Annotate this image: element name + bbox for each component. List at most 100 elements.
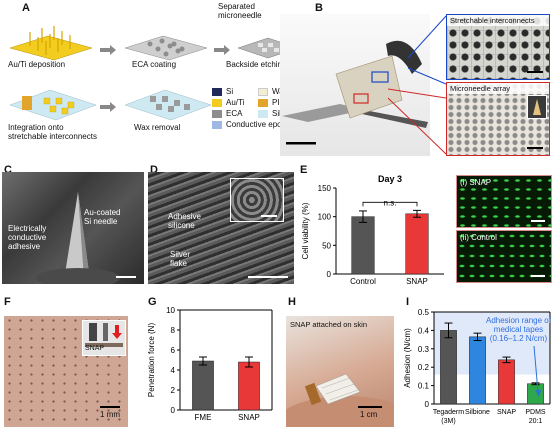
inset-label-snap: SNAP	[85, 345, 105, 352]
fluorescence-snap: (i) SNAP	[456, 175, 552, 228]
fabrication-schematic	[9, 26, 299, 121]
legend-swatch-pi	[258, 99, 268, 107]
label-adhesive-silicone: Adhesive silicone	[168, 212, 201, 230]
caption-skin-attachment: SNAP attached on skin	[290, 320, 367, 329]
legend-label-si: Si	[226, 87, 234, 96]
y-axis-label: Penetration force (N)	[147, 323, 156, 398]
y-tick-label: 0.3	[418, 345, 430, 354]
legend-swatch-silicone	[258, 110, 268, 118]
scale-bar-micro-snap	[531, 220, 545, 222]
y-tick-label: 0.2	[418, 363, 430, 372]
chart-penetration-force: 0 2 4 6 8 10 Penetration force (N) FME SNAP	[147, 306, 273, 422]
step-label-2: ECA coating	[132, 60, 177, 69]
skin-penetration-photo: SNAP 1 mm	[4, 316, 128, 427]
x-tick-label: SNAP	[238, 413, 260, 422]
inset-title-interconnects: Stretchable interconnects	[447, 15, 549, 26]
chart-title: Day 3	[378, 174, 402, 184]
bar-control	[351, 216, 375, 275]
x-tick-label: FME	[195, 413, 212, 422]
y-tick-label: 0.1	[418, 382, 430, 391]
scale-label-skin: 1 mm	[100, 410, 120, 419]
annotation-arrowhead	[535, 390, 541, 397]
x-tick-label: Silbione	[465, 409, 490, 416]
y-tick-label: 50	[322, 241, 331, 250]
penetration-inset: SNAP	[82, 320, 126, 356]
y-tick-label: 0.5	[418, 308, 430, 317]
y-tick-label: 100	[318, 213, 332, 222]
bar-snap	[238, 361, 260, 411]
panel-label-h: H	[288, 296, 296, 308]
scale-bar-sem-adhesive	[248, 276, 288, 278]
panel-label-c: C	[4, 164, 12, 176]
scale-bar-microneedle	[527, 147, 543, 149]
chart-adhesion: 0 0.1 0.2 0.3 0.4 0.5 Adhesion (N/cm) Tegaderm (…	[403, 308, 551, 425]
label-micro-control: (ii) Control	[460, 233, 497, 242]
label-au-coated-needle: Au-coated Si needle	[84, 208, 121, 226]
stretchable-interconnects-inset: Stretchable interconnects	[446, 14, 550, 80]
label-micro-snap: (i) SNAP	[460, 178, 492, 187]
scale-bar-inset-d	[261, 215, 277, 217]
sem-needle-image: Au-coated Si needle Electrically conduct…	[2, 172, 144, 284]
bar-fme	[192, 360, 214, 411]
bar-snap	[405, 213, 429, 275]
x-tick-label: Tegaderm	[433, 409, 464, 416]
scale-bar-skin	[100, 406, 120, 408]
legend-swatch-si	[212, 88, 222, 96]
y-tick-label: 6	[171, 346, 176, 355]
label-silver-flake: Silver flake	[170, 250, 191, 268]
callout-separated-microneedle: Separated microneedle	[218, 2, 262, 20]
annotation-tape-range: Adhesion range of medical tapes (0.16–1.…	[486, 316, 551, 343]
x-tick-label: 20:1	[529, 418, 543, 425]
scale-label-attachment: 1 cm	[360, 410, 378, 419]
microneedle-tip-inset	[527, 95, 547, 119]
panel-label-d: D	[150, 164, 158, 176]
legend-swatch-wax	[258, 88, 268, 96]
y-tick-label: 0.4	[418, 326, 430, 335]
panel-label-i: I	[406, 296, 410, 308]
legend-label-pi: PI	[272, 98, 280, 107]
x-tick-label: (3M)	[441, 418, 455, 425]
scale-bar-interconnects	[527, 71, 543, 73]
step-label-1: Au/Ti deposition	[8, 60, 66, 69]
fluorescence-control: (ii) Control	[456, 230, 552, 283]
label-conductive-adhesive: Electrically conductive adhesive	[8, 224, 47, 251]
scale-bar-attachment	[358, 406, 382, 408]
scale-bar-micro-control	[531, 275, 545, 277]
y-tick-label: 10	[166, 306, 175, 315]
zoom-lines	[388, 15, 447, 155]
panel-label-b: B	[315, 2, 323, 14]
x-tick-label: SNAP	[406, 277, 428, 286]
skin-attachment-photo: SNAP attached on skin 1 cm	[286, 316, 394, 427]
y-tick-label: 150	[318, 184, 332, 193]
step-label-4: Integration onto stretchable interconnec…	[8, 123, 97, 141]
microneedle-array-inset: Microneedle array	[446, 82, 550, 156]
legend-label-wax: Wax	[272, 87, 288, 96]
x-tick-label: PDMS	[525, 409, 546, 416]
y-tick-label: 0	[171, 406, 176, 415]
chart-cell-viability: 0 50 100 150 Cell viability (%) Day 3 Control S…	[301, 174, 444, 286]
legend-label-au: Au/Ti	[226, 98, 245, 107]
x-tick-label: Control	[350, 277, 376, 286]
significance-label: n.s.	[384, 198, 397, 207]
y-axis-label: Cell viability (%)	[301, 202, 310, 259]
y-tick-label: 8	[171, 326, 176, 335]
y-tick-label: 2	[171, 386, 176, 395]
scale-bar-sem-needle	[116, 276, 136, 278]
annotation-arrow	[533, 345, 539, 393]
panel-label-a: A	[22, 2, 30, 14]
inset-title-microneedle: Microneedle array	[447, 83, 549, 94]
legend-label-conductive-epoxy: Conductive epoxy	[226, 120, 290, 129]
step-label-3: Backside etching	[226, 60, 287, 69]
panel-label-f: F	[4, 296, 11, 308]
legend-label-eca: ECA	[226, 109, 243, 118]
x-tick-label: SNAP	[497, 409, 516, 416]
panel-label-g: G	[148, 296, 157, 308]
sem-adhesive-inset	[230, 178, 284, 222]
y-tick-label: 0	[327, 270, 332, 279]
step-label-5: Wax removal	[134, 123, 181, 132]
significance-bracket	[362, 201, 418, 207]
sem-adhesive-image: Adhesive silicone Silver flake	[148, 172, 294, 284]
y-tick-label: 0	[425, 400, 430, 409]
legend-swatch-au	[212, 99, 222, 107]
